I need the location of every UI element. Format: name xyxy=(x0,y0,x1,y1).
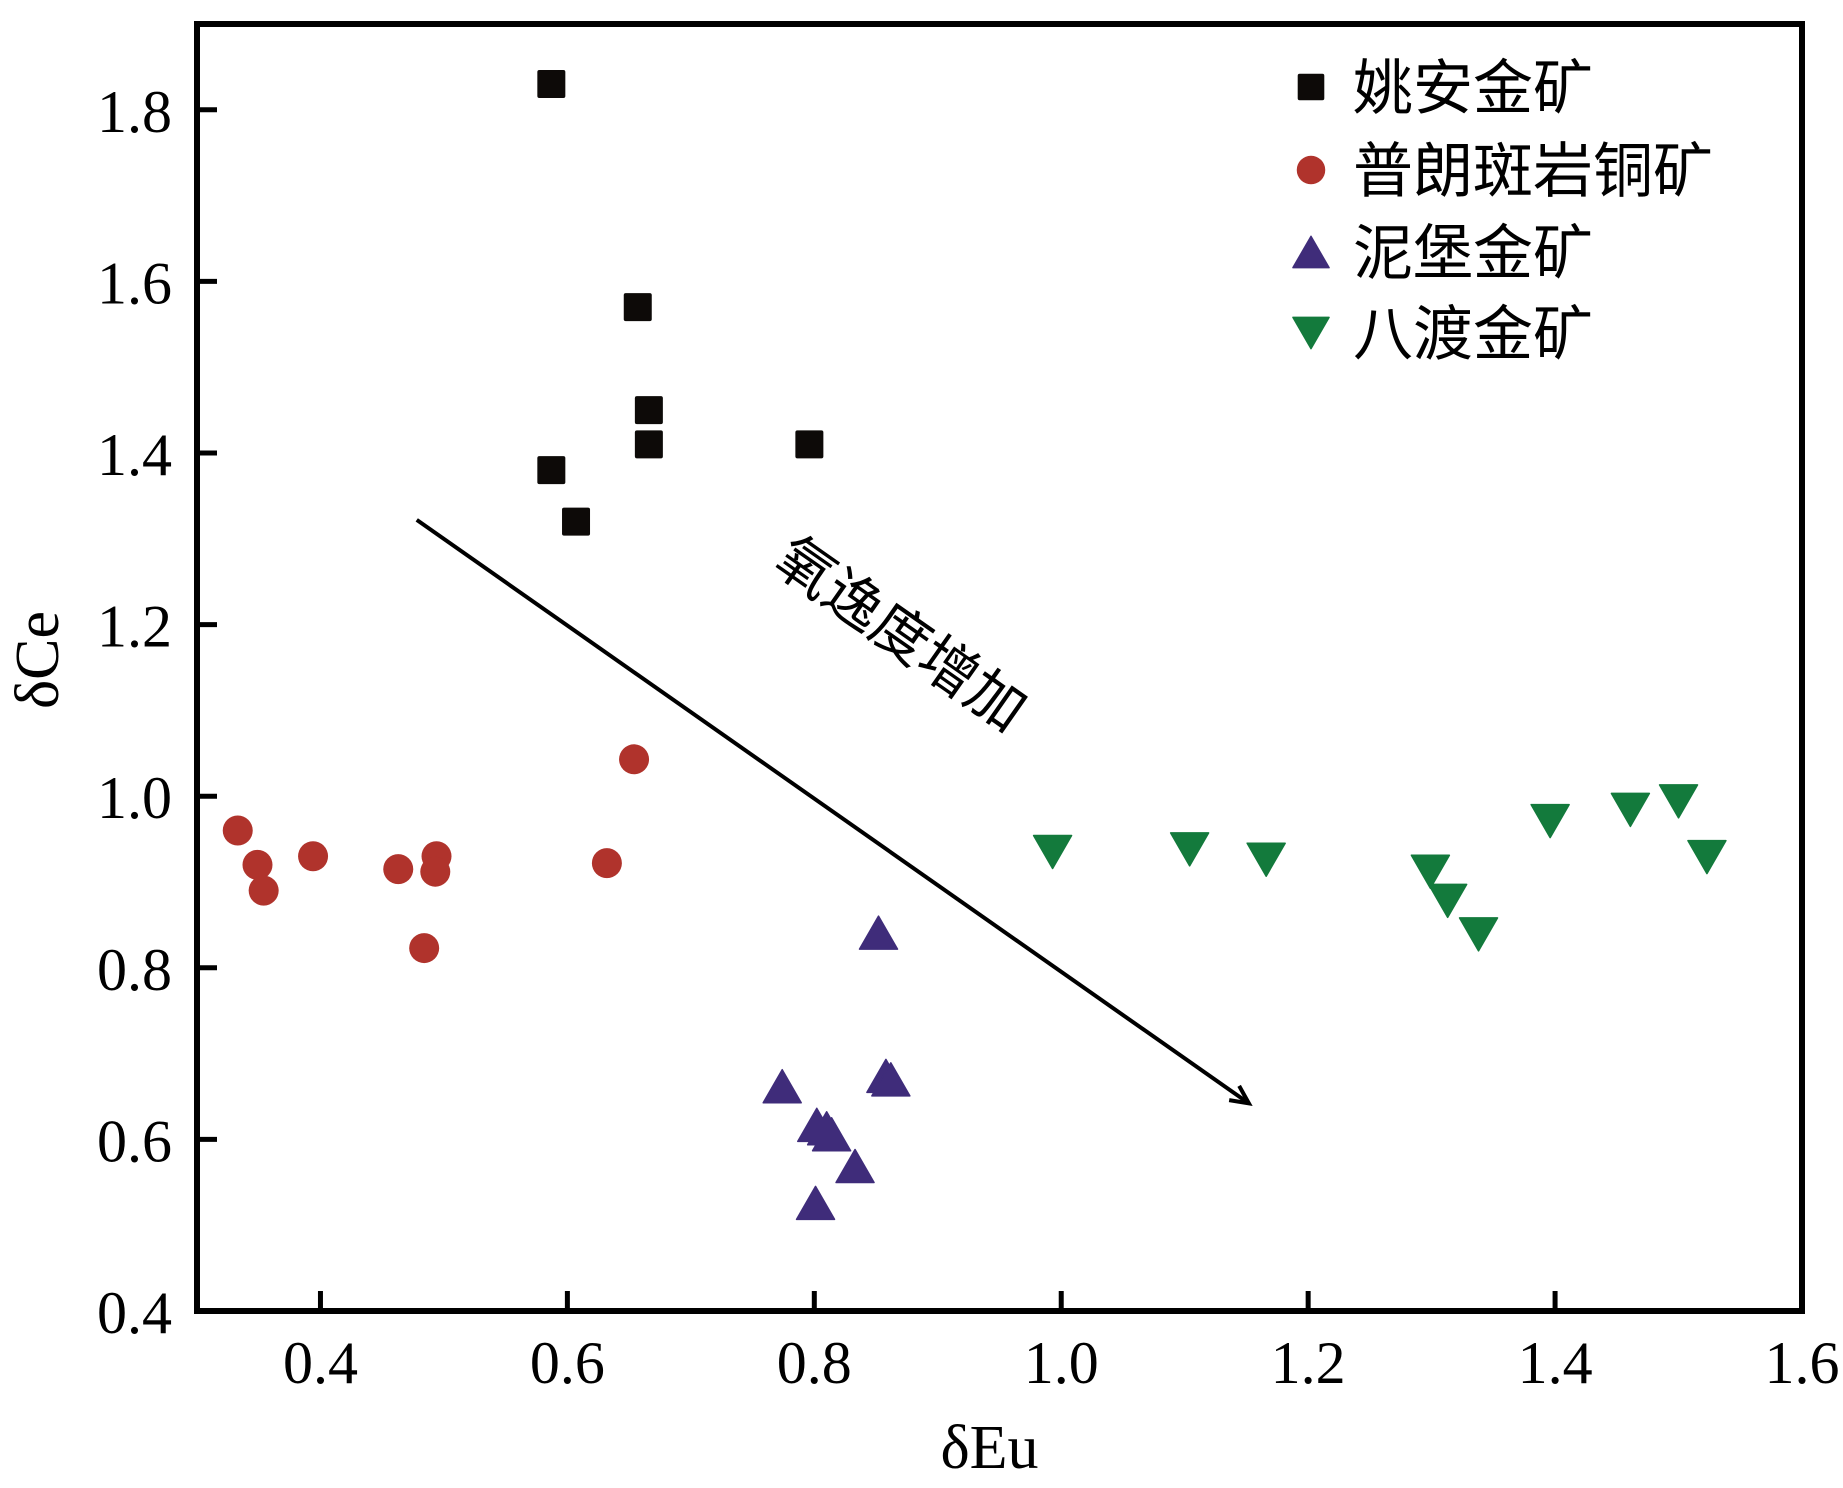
x-axis-label: δEu xyxy=(940,1414,1038,1482)
y-tick-label: 1.2 xyxy=(97,594,172,660)
data-point xyxy=(871,1062,911,1097)
data-point xyxy=(420,856,451,887)
arrow-head-icon xyxy=(1228,1084,1253,1107)
legend-label: 八渡金矿 xyxy=(1353,300,1593,370)
plot-frame xyxy=(194,21,1805,1314)
data-point xyxy=(795,1185,836,1221)
square-marker-icon xyxy=(1297,73,1325,101)
data-point xyxy=(1687,839,1727,875)
triangledown-marker-icon xyxy=(1292,316,1330,350)
y-tick-label: 0.6 xyxy=(97,1108,172,1174)
y-tick-label: 1.6 xyxy=(97,250,172,316)
legend-label: 普朗斑岩铜矿 xyxy=(1353,137,1713,207)
data-point xyxy=(1410,854,1451,889)
legend-label: 泥堡金矿 xyxy=(1353,219,1593,289)
x-tick-label: 1.4 xyxy=(1518,1330,1593,1396)
y-tick-label: 1.0 xyxy=(97,765,172,831)
oxygen-fugacity-arrow xyxy=(415,518,1251,1106)
series-4 xyxy=(1032,784,1727,952)
series-1 xyxy=(537,70,824,536)
data-point xyxy=(248,875,279,906)
data-point xyxy=(811,1117,852,1152)
data-point xyxy=(1427,883,1468,919)
series-2 xyxy=(222,744,650,964)
data-point xyxy=(619,744,650,775)
data-point xyxy=(795,430,824,459)
data-point xyxy=(1032,834,1073,870)
data-point xyxy=(623,293,652,322)
data-point xyxy=(409,933,440,964)
x-tick-label: 0.8 xyxy=(777,1330,852,1396)
data-point xyxy=(298,841,329,872)
y-tick-label: 0.8 xyxy=(97,937,172,1003)
data-point xyxy=(242,849,273,880)
legend-label: 姚安金矿 xyxy=(1353,54,1593,124)
y-tick-label: 1.4 xyxy=(97,422,172,488)
data-points xyxy=(222,70,1727,1221)
data-point xyxy=(762,1068,802,1104)
y-axis-label: δCe xyxy=(4,611,72,709)
data-point xyxy=(383,854,414,885)
x-tick-label: 0.4 xyxy=(283,1330,358,1396)
data-point xyxy=(591,848,622,879)
data-point xyxy=(1246,842,1286,877)
x-tick-label: 1.2 xyxy=(1271,1330,1346,1396)
data-point xyxy=(1458,917,1499,952)
legend-item: 姚安金矿 xyxy=(1297,54,1593,124)
y-axis: 0.4 0.6 0.8 1.0 1.2 1.4 1.6 1.8 xyxy=(97,79,217,1346)
data-point xyxy=(537,70,566,99)
x-axis: 0.4 0.6 0.8 1.0 1.2 1.4 1.6 xyxy=(283,1291,1840,1396)
circle-marker-icon xyxy=(1296,155,1326,185)
x-tick-label: 1.0 xyxy=(1024,1330,1099,1396)
legend-item: 八渡金矿 xyxy=(1292,300,1593,370)
series-3 xyxy=(762,915,911,1221)
legend-item: 泥堡金矿 xyxy=(1292,219,1593,289)
annotation-text: 氧逸度增加 xyxy=(763,523,1040,745)
x-tick-label: 0.6 xyxy=(530,1330,605,1396)
y-tick-label: 1.8 xyxy=(97,79,172,145)
x-tick-label: 1.6 xyxy=(1765,1330,1840,1396)
data-point xyxy=(634,430,663,459)
triangleup-marker-icon xyxy=(1292,235,1330,269)
data-point xyxy=(634,396,663,425)
y-tick-label: 0.4 xyxy=(97,1280,172,1346)
data-point xyxy=(1169,832,1210,867)
data-point xyxy=(537,456,566,485)
data-point xyxy=(222,815,253,846)
data-point xyxy=(562,507,591,536)
data-point xyxy=(835,1148,875,1184)
annotation: 氧逸度增加 xyxy=(415,518,1253,1107)
data-point xyxy=(858,915,899,950)
data-point xyxy=(1610,792,1651,828)
legend-item: 普朗斑岩铜矿 xyxy=(1296,137,1713,207)
data-point xyxy=(1530,803,1570,839)
data-point xyxy=(1658,784,1699,819)
